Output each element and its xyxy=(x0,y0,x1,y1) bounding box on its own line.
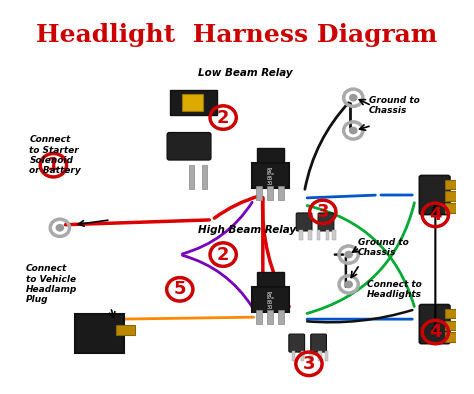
FancyBboxPatch shape xyxy=(419,305,450,344)
FancyBboxPatch shape xyxy=(289,334,305,352)
Bar xyxy=(278,310,284,324)
Text: Ground to
Chassis: Ground to Chassis xyxy=(358,238,409,257)
FancyBboxPatch shape xyxy=(318,213,334,231)
Text: 2: 2 xyxy=(217,109,229,126)
Bar xyxy=(256,272,284,288)
Bar xyxy=(299,230,303,240)
Bar xyxy=(301,351,304,361)
Bar xyxy=(308,230,311,240)
Text: High Beam Relay: High Beam Relay xyxy=(198,225,296,235)
FancyBboxPatch shape xyxy=(445,203,466,213)
Bar xyxy=(256,148,284,164)
Bar xyxy=(318,351,322,361)
FancyBboxPatch shape xyxy=(182,94,203,111)
Text: Low Beam Relay: Low Beam Relay xyxy=(198,68,293,78)
FancyBboxPatch shape xyxy=(171,89,217,115)
Bar xyxy=(317,230,320,240)
Bar xyxy=(256,186,262,200)
Text: 3: 3 xyxy=(317,203,329,221)
Bar xyxy=(278,186,284,200)
FancyBboxPatch shape xyxy=(419,175,450,215)
Text: 87a: 87a xyxy=(266,172,274,176)
Text: 30: 30 xyxy=(267,305,273,310)
FancyBboxPatch shape xyxy=(296,213,312,231)
Bar xyxy=(202,165,208,189)
Circle shape xyxy=(344,251,353,258)
FancyBboxPatch shape xyxy=(167,132,211,160)
Bar xyxy=(310,351,313,361)
Text: 87: 87 xyxy=(267,168,273,173)
FancyBboxPatch shape xyxy=(445,332,466,342)
Bar xyxy=(326,230,329,240)
Text: Connect to
Headlights: Connect to Headlights xyxy=(367,280,422,299)
Text: 5: 5 xyxy=(173,281,186,298)
Text: Connect
to Starter
Solenoid
or Battery: Connect to Starter Solenoid or Battery xyxy=(29,135,81,175)
Text: 2: 2 xyxy=(217,245,229,264)
Bar xyxy=(256,310,262,324)
Circle shape xyxy=(55,224,64,232)
Text: 85: 85 xyxy=(267,176,273,181)
FancyBboxPatch shape xyxy=(311,334,327,352)
Circle shape xyxy=(349,126,357,134)
Bar xyxy=(189,165,194,189)
FancyBboxPatch shape xyxy=(75,314,124,353)
Bar xyxy=(332,230,336,240)
FancyBboxPatch shape xyxy=(445,191,466,201)
FancyBboxPatch shape xyxy=(445,321,466,330)
Text: Headlight  Harness Diagram: Headlight Harness Diagram xyxy=(36,23,438,47)
FancyBboxPatch shape xyxy=(252,163,289,188)
FancyBboxPatch shape xyxy=(445,309,466,318)
Bar xyxy=(267,186,273,200)
Text: 4: 4 xyxy=(429,323,442,341)
Text: 85: 85 xyxy=(267,300,273,305)
Text: 4: 4 xyxy=(429,206,442,224)
FancyBboxPatch shape xyxy=(252,287,289,312)
Circle shape xyxy=(344,281,353,288)
Text: 87: 87 xyxy=(267,292,273,297)
Bar xyxy=(325,351,328,361)
Circle shape xyxy=(349,94,357,102)
FancyBboxPatch shape xyxy=(445,180,466,189)
Text: 1: 1 xyxy=(47,156,60,174)
Text: Ground to
Chassis: Ground to Chassis xyxy=(369,96,419,115)
FancyBboxPatch shape xyxy=(116,325,136,335)
Bar xyxy=(292,351,295,361)
Text: 3: 3 xyxy=(303,355,315,373)
Text: Connect
to Vehicle
Headlamp
Plug: Connect to Vehicle Headlamp Plug xyxy=(26,264,77,305)
Text: 30: 30 xyxy=(267,180,273,186)
Bar xyxy=(267,310,273,324)
Text: 87a: 87a xyxy=(266,296,274,300)
